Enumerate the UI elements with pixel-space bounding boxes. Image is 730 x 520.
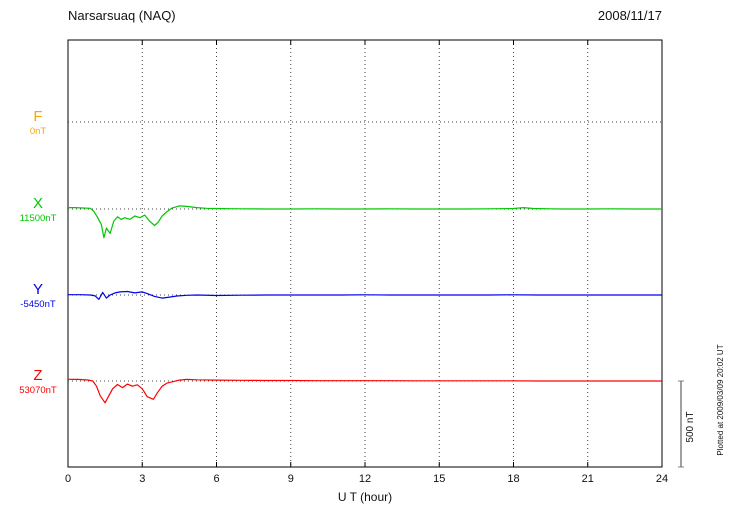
trace-label-z: Z 53070nT	[4, 368, 72, 396]
x-tick-label: 6	[213, 473, 220, 485]
x-tick-label: 18	[507, 473, 520, 485]
x-tick-label: 15	[433, 473, 446, 485]
x-tick-label: 3	[139, 473, 146, 485]
trace-baseline-x: 11500nT	[19, 213, 57, 224]
station-title: Narsarsuaq (NAQ)	[68, 8, 176, 23]
trace-label-x: X 11500nT	[4, 196, 72, 224]
trace-label-y: Y -5450nT	[4, 282, 72, 310]
x-tick-label: 12	[358, 473, 372, 485]
trace-baseline-f: 0nT	[29, 126, 47, 137]
trace-baseline-z: 53070nT	[19, 385, 57, 396]
x-tick-label: 21	[581, 473, 594, 485]
trace-label-f: F 0nT	[4, 109, 72, 137]
trace-baseline-y: -5450nT	[20, 299, 56, 310]
plotted-at-note: Plotted at 2009/03/09 20:02 UT	[716, 344, 725, 456]
scale-bar-label: 500 nT	[685, 411, 696, 443]
plot-date: 2008/11/17	[597, 8, 662, 23]
x-axis-label: U T (hour)	[337, 490, 393, 504]
trace-x	[68, 205, 662, 239]
trace-y	[68, 290, 662, 300]
x-tick-label: 9	[287, 473, 294, 485]
trace-letter-f: F	[33, 108, 43, 125]
trace-letter-x: X	[32, 195, 43, 212]
trace-letter-z: Z	[33, 367, 43, 384]
x-tick-label: 24	[655, 473, 669, 485]
trace-letter-y: Y	[32, 281, 43, 298]
trace-z	[67, 378, 662, 404]
x-tick-label: 0	[64, 473, 72, 485]
